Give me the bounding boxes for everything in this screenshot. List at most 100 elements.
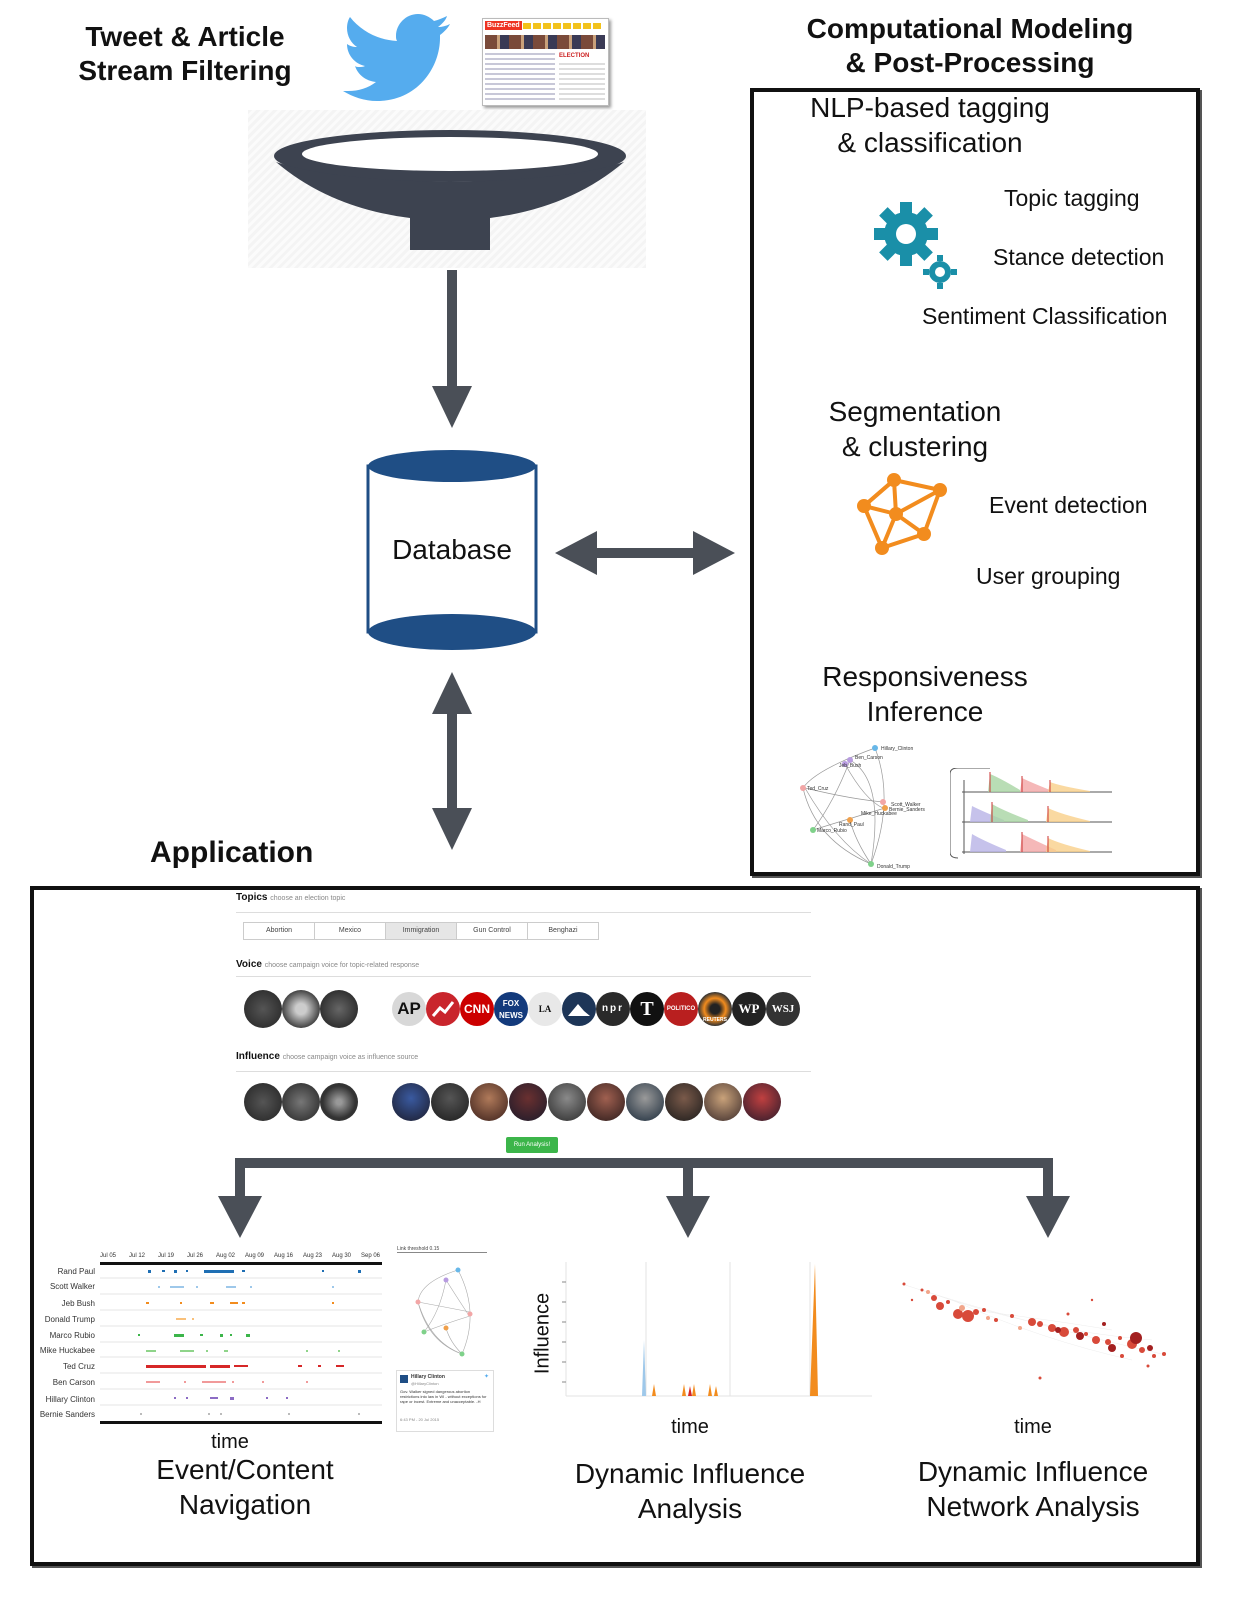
timeline-candidate[interactable]: Scott Walker [49,1282,95,1291]
seg-title-line1: Segmentation [828,396,1002,427]
timeline-date: Sep 06 [361,1253,381,1259]
voice-avatar-2[interactable] [282,990,320,1028]
graph-node-label: Donald_Trump [877,864,910,870]
timeline-bottom-rule [100,1421,382,1424]
resp-title-line2: Inference [866,696,984,727]
link-threshold-slider[interactable] [397,1252,487,1253]
timeline-candidate[interactable]: Donald Trump [44,1315,95,1324]
graph-node-label: Hillary_Clinton [881,746,913,752]
modeling-title-line2: & Post-Processing [845,47,1095,78]
media-logo-fox[interactable]: FOX NEWS [494,992,528,1026]
influence-caption: Dynamic Influence Analysis [545,1456,835,1526]
network-x-label: time [1014,1416,1052,1438]
twitter-small-icon: ✦ [483,1374,489,1380]
timeline-candidate[interactable]: Jeb Bush [61,1299,95,1308]
tweet-text: Gov. Walker signed dangerous abortion re… [400,1389,487,1404]
network-scatter [901,1282,1166,1380]
timeline-candidate[interactable]: Bernie Sanders [39,1410,95,1419]
influence-header: Influence choose campaign voice as influ… [236,1051,418,1062]
timeline-date: Aug 30 [332,1253,352,1259]
twitter-icon [343,14,450,101]
candidate-avatar[interactable] [665,1083,703,1121]
tab-mexico[interactable]: Mexico [314,922,385,940]
media-logo-ap[interactable]: AP [392,992,426,1026]
tab-immigration[interactable]: Immigration [385,922,456,940]
timeline-date: Jul 26 [187,1253,204,1259]
candidate-avatar[interactable] [392,1083,430,1121]
timeline-candidate[interactable]: Marco Rubio [49,1331,95,1340]
timeline-candidate[interactable]: Rand Paul [57,1267,95,1276]
influence-heading: Influence [236,1051,280,1062]
candidate-avatar[interactable] [548,1083,586,1121]
influence-hint: choose campaign voice as influence sourc… [282,1054,419,1061]
stream-title: Tweet & Article Stream Filtering [55,20,315,88]
tab-gun-control[interactable]: Gun Control [456,922,527,940]
voice-avatar-3[interactable] [320,990,358,1028]
mini-network [415,1267,473,1357]
voice-avatar-1[interactable] [244,990,282,1028]
influence-avatar-1[interactable] [244,1083,282,1121]
tab-benghazi[interactable]: Benghazi [527,922,599,940]
timeline-candidate[interactable]: Ted Cruz [62,1362,95,1371]
timeline-candidate[interactable]: Mike Huckabee [39,1346,95,1355]
timeline-candidate[interactable]: Hillary Clinton [45,1395,95,1404]
topics-tabs: Abortion Mexico Immigration Gun Control Beng… [243,922,599,940]
timeline-top-rule [100,1262,382,1265]
database-icon [366,450,538,650]
tweet-handle: @HillaryClinton [411,1381,439,1386]
media-logo-latimes[interactable]: LA Times [528,992,562,1026]
event-nav-caption-line1: Event/Content [156,1454,334,1485]
media-logo-wsj[interactable]: WSJ [766,992,800,1026]
graph-node-label: Marco_Rubio [817,828,847,834]
event-nav-caption-line2: Navigation [178,1489,312,1520]
influence-y-label: Influence [531,1292,554,1375]
timeline-date: Aug 02 [216,1253,236,1259]
resp-title: Responsiveness Inference [800,659,1050,729]
influence-caption-line1: Dynamic Influence [574,1458,806,1489]
graph-node-label: Scott_Walker [891,802,921,808]
topics-heading: Topics [236,892,268,903]
candidate-avatar[interactable] [743,1083,781,1121]
event-nav-caption: Event/Content Navigation [100,1452,390,1522]
candidate-avatar[interactable] [704,1083,742,1121]
modeling-box [750,88,1200,876]
tweet-card[interactable]: Hillary Clinton @HillaryClinton ✦ Gov. W… [396,1370,494,1432]
media-logo-npr[interactable]: npr [596,992,630,1026]
election-banner: ELECTION [559,53,590,59]
graph-node-label: Bernie_Sanders [889,807,925,813]
gear-icon [874,202,957,289]
candidate-avatar[interactable] [470,1083,508,1121]
tweet-avatar [400,1375,408,1383]
influence-avatar-3[interactable] [320,1083,358,1121]
network-caption-line1: Dynamic Influence [917,1456,1149,1487]
arrow-database-modeling [555,531,735,575]
timeline-candidate[interactable]: Ben Carson [52,1378,95,1387]
media-logo-mountain[interactable] [562,992,596,1026]
timeline-date: Jul 12 [129,1253,146,1259]
media-logo-wp[interactable]: WP [732,992,766,1026]
candidate-avatar[interactable] [587,1083,625,1121]
candidate-avatar[interactable] [431,1083,469,1121]
candidate-avatar[interactable] [626,1083,664,1121]
timeline-date: Aug 16 [274,1253,294,1259]
timeline-date: Aug 23 [303,1253,323,1259]
arrow-funnel-to-database [432,270,472,428]
media-logo-reuters[interactable]: REUTERS [698,992,732,1026]
buzzfeed-thumbnail: BuzzFeed ELECTION [482,18,609,106]
modeling-title-line1: Computational Modeling [806,13,1134,44]
run-analysis-button[interactable]: Run Analysis! [506,1137,558,1153]
influence-divider [236,1071,811,1072]
media-logo-trend[interactable] [426,992,460,1026]
candidate-avatar[interactable] [509,1083,547,1121]
application-box [30,886,1200,1566]
link-threshold-label: Link threshold 0.15 [397,1246,440,1252]
influence-avatar-2[interactable] [282,1083,320,1121]
seg-title: Segmentation & clustering [795,394,1035,464]
funnel-icon [274,130,626,250]
media-logo-nyt[interactable]: T [630,992,664,1026]
nlp-title-line1: NLP-based tagging [810,92,1050,123]
seg-title-line2: & clustering [841,431,989,462]
media-logo-cnn[interactable]: CNN [460,992,494,1026]
tab-abortion[interactable]: Abortion [243,922,314,940]
media-logo-politico[interactable]: POLITICO [664,992,698,1026]
